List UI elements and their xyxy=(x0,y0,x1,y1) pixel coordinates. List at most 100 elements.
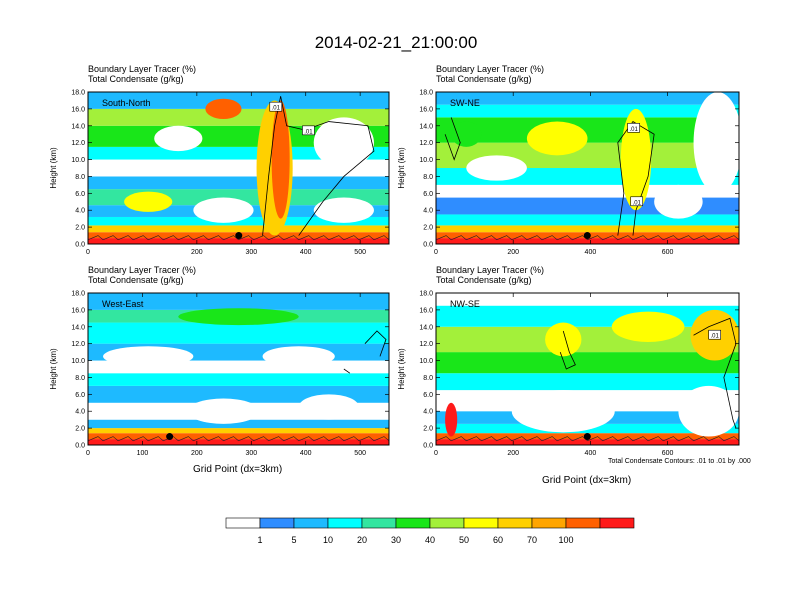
panel-title-4: Boundary Layer Tracer (%) Total Condensa… xyxy=(436,265,544,285)
field-blob xyxy=(124,191,173,212)
panel-title-2-line1: Boundary Layer Tracer (%) xyxy=(436,64,545,74)
panel-title-1: Boundary Layer Tracer (%) Total Condensa… xyxy=(88,64,196,84)
field-blob xyxy=(451,121,482,147)
location-marker xyxy=(166,433,174,441)
colorbar-label: 1 xyxy=(257,535,262,545)
heatmap-field xyxy=(88,293,389,445)
y-tick-label: 12.0 xyxy=(419,341,433,348)
x-tick-label: 200 xyxy=(191,249,203,256)
field-blob xyxy=(511,390,615,433)
condensate-contour xyxy=(444,117,461,161)
y-tick-label: 16.0 xyxy=(71,307,85,314)
y-tick-label: 18.0 xyxy=(419,90,433,97)
panel-title-4-line1: Boundary Layer Tracer (%) xyxy=(436,265,545,275)
panel-title-3-line2: Total Condensate (g/kg) xyxy=(88,275,184,285)
field-band xyxy=(436,225,739,233)
panel-label: West-East xyxy=(102,299,144,309)
contour-label-box xyxy=(302,125,315,136)
field-blob xyxy=(193,197,254,223)
y-tick-label: 2.0 xyxy=(423,225,433,232)
field-blob xyxy=(298,394,359,420)
field-blob xyxy=(271,100,290,219)
y-tick-label: 10.0 xyxy=(71,157,85,164)
y-tick-label: 18.0 xyxy=(71,90,85,97)
x-tick-label: 400 xyxy=(585,450,597,457)
xlabel-right: Grid Point (dx=3km) xyxy=(542,475,632,486)
field-blob xyxy=(611,311,685,342)
plot-frame xyxy=(87,91,390,245)
y-tick-label: 14.0 xyxy=(71,324,85,331)
y-tick-label: 2.0 xyxy=(423,426,433,433)
field-blob xyxy=(313,117,374,168)
y-tick-label: 6.0 xyxy=(423,191,433,198)
y-tick-label: 10.0 xyxy=(419,358,433,365)
y-tick-label: 0.0 xyxy=(75,443,85,450)
contour-note: Total Condensate Contours: .01 to .01 by… xyxy=(608,458,751,465)
y-tick-label: 14.0 xyxy=(419,123,433,130)
y-tick-label: 18.0 xyxy=(71,291,85,298)
y-tick-label: 4.0 xyxy=(75,208,85,215)
y-tick-label: 16.0 xyxy=(419,106,433,113)
panel-title-1-line2: Total Condensate (g/kg) xyxy=(88,74,184,84)
colorbar-label: 70 xyxy=(527,535,537,545)
panel-title-1-line1: Boundary Layer Tracer (%) xyxy=(88,64,197,74)
x-tick-label: 200 xyxy=(507,450,519,457)
heatmap-field xyxy=(436,92,739,244)
x-tick-label: 400 xyxy=(300,450,312,457)
field-blob xyxy=(262,346,335,367)
y-tick-label: 12.0 xyxy=(71,341,85,348)
surface-contour xyxy=(436,436,739,442)
x-tick-label: 300 xyxy=(245,450,257,457)
colorbar-swatch xyxy=(293,517,329,529)
x-tick-label: 0 xyxy=(86,249,90,256)
x-tick-label: 600 xyxy=(662,249,674,256)
y-tick-label: 4.0 xyxy=(75,409,85,416)
field-blob xyxy=(466,155,527,181)
panel-title-2: Boundary Layer Tracer (%) Total Condensa… xyxy=(436,64,544,84)
colorbar-swatch xyxy=(361,517,397,529)
panel-title-3-line1: Boundary Layer Tracer (%) xyxy=(88,265,197,275)
plot-frame xyxy=(435,292,740,446)
y-tick-label: 6.0 xyxy=(75,191,85,198)
y-tick-label: 4.0 xyxy=(423,409,433,416)
field-band xyxy=(88,216,389,226)
y-tick-label: 8.0 xyxy=(423,174,433,181)
field-band xyxy=(436,352,739,374)
contour-label: .01 xyxy=(629,127,638,133)
panel-label: NW-SE xyxy=(450,299,480,309)
panel-title-4-line2: Total Condensate (g/kg) xyxy=(436,275,532,285)
x-tick-label: 400 xyxy=(585,249,597,256)
field-band xyxy=(88,176,389,190)
condensate-contour xyxy=(343,368,351,374)
colorbar-swatch xyxy=(531,517,567,529)
x-tick-label: 600 xyxy=(662,450,674,457)
colorbar-swatch xyxy=(599,517,635,529)
field-band xyxy=(436,326,739,353)
contour-label: .01 xyxy=(304,129,313,135)
y-tick-label: 14.0 xyxy=(71,123,85,130)
surface-contour xyxy=(88,436,389,442)
x-tick-label: 0 xyxy=(434,450,438,457)
colorbar-swatch xyxy=(327,517,363,529)
x-tick-label: 0 xyxy=(434,249,438,256)
field-blob xyxy=(187,398,260,424)
condensate-contour xyxy=(559,330,576,370)
field-band xyxy=(88,428,389,434)
field-blob xyxy=(178,308,299,326)
y-tick-label: 14.0 xyxy=(419,324,433,331)
y-tick-label: 0.0 xyxy=(423,443,433,450)
y-axis-label: Height (km) xyxy=(49,147,58,189)
panel-title-3: Boundary Layer Tracer (%) Total Condensa… xyxy=(88,265,196,285)
field-blob xyxy=(154,125,203,152)
panel-nw-se: .01 0.0 2.0 4.0 6.0 8.0 10.0 12.0 14.0 16.0 18.0 0 2… xyxy=(397,291,740,457)
contour-label-box xyxy=(708,329,721,340)
location-marker xyxy=(583,232,591,240)
field-blob xyxy=(620,108,652,211)
field-blob xyxy=(103,346,194,367)
field-band xyxy=(436,214,739,226)
field-blob xyxy=(445,402,458,437)
y-tick-label: 6.0 xyxy=(75,392,85,399)
panel-label: SW-NE xyxy=(450,98,480,108)
x-tick-label: 300 xyxy=(245,249,257,256)
y-tick-label: 8.0 xyxy=(75,375,85,382)
